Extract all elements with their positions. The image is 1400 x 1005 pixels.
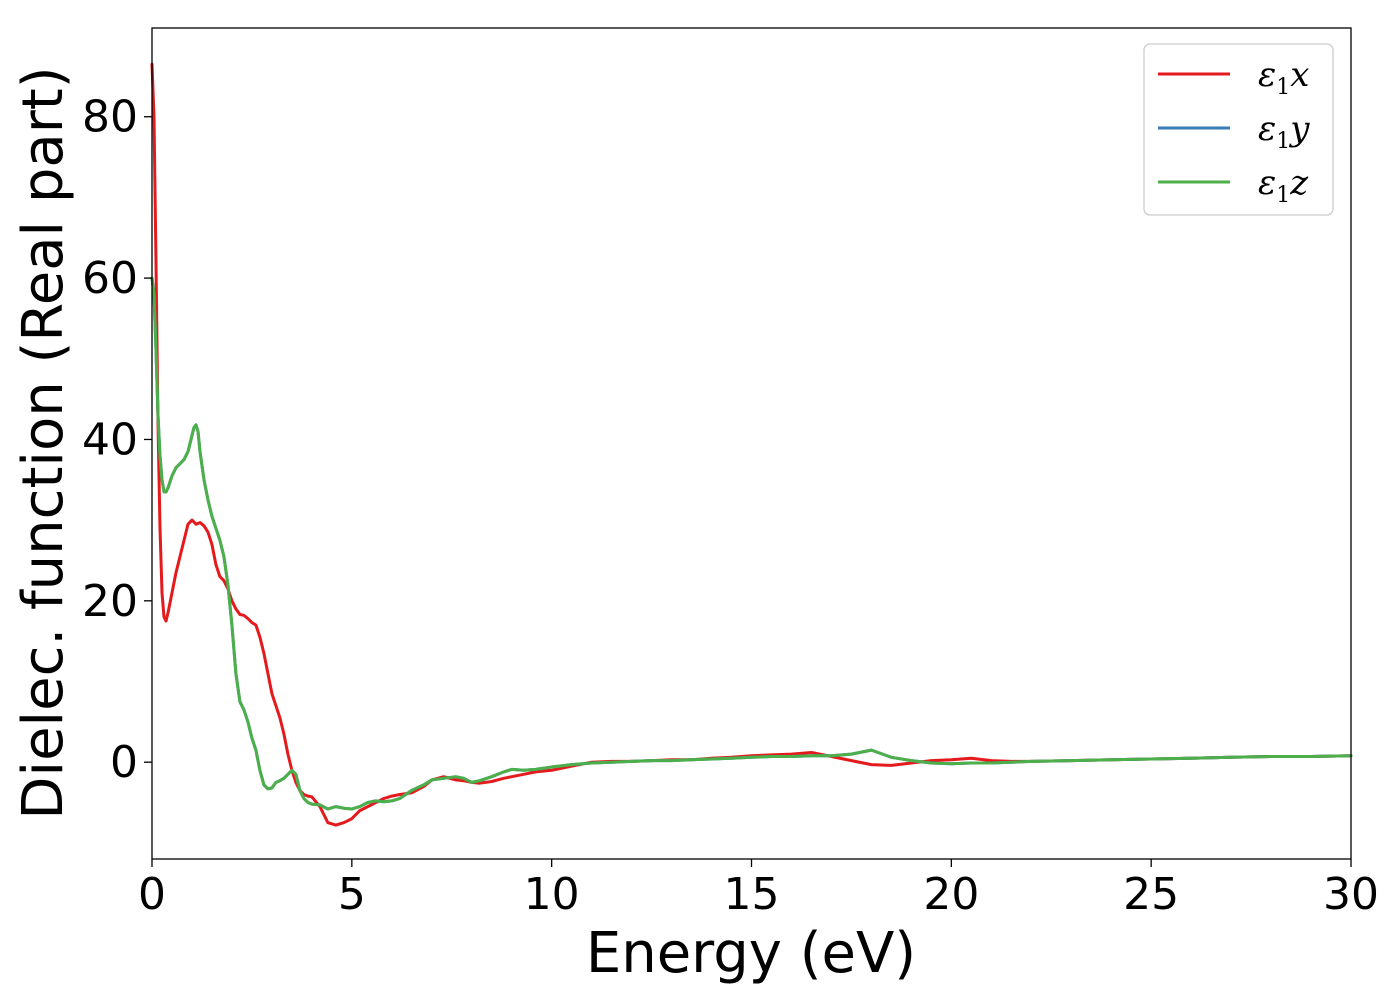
- series-layer: [150, 62, 1353, 827]
- legend-label-x: ε1x: [1258, 55, 1309, 100]
- legend: ε1x ε1y ε1z: [1143, 43, 1334, 216]
- x-tick-label: 0: [138, 869, 166, 920]
- x-axis-label: Energy (eV): [586, 921, 916, 986]
- legend-label-y: ε1y: [1258, 109, 1310, 154]
- legend-label-z: ε1z: [1258, 163, 1309, 208]
- y-tick-label: 80: [82, 92, 138, 143]
- ticks-layer: 0 5 10 15 20 25 30 0 20 40 60 80: [82, 92, 1379, 920]
- y-tick-label: 60: [82, 253, 138, 304]
- x-tick-label: 15: [724, 869, 780, 920]
- x-tick-label: 5: [338, 869, 366, 920]
- y-tick-label: 40: [82, 414, 138, 465]
- x-tick-label: 20: [923, 869, 979, 920]
- y-tick-label: 20: [82, 576, 138, 627]
- legend-items: ε1x ε1y ε1z: [1158, 55, 1310, 208]
- series-line-x: [150, 62, 1353, 827]
- x-tick-label: 25: [1123, 869, 1179, 920]
- y-axis-label: Dielec. function (Real part): [11, 66, 76, 819]
- y-tick-label: 0: [110, 737, 138, 788]
- series-line-z: [150, 276, 1353, 811]
- legend-box: [1143, 43, 1334, 216]
- x-tick-label: 10: [524, 869, 580, 920]
- x-tick-label: 30: [1323, 869, 1379, 920]
